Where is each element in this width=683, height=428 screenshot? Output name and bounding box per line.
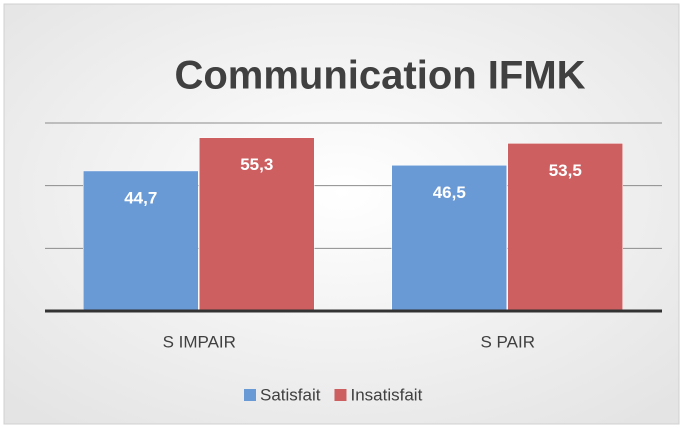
x-tick-label: S PAIR: [481, 332, 535, 351]
bar: [507, 143, 623, 312]
legend-label: Insatisfait: [350, 385, 422, 404]
legend-label: Satisfait: [260, 385, 321, 404]
x-tick-label: S IMPAIR: [163, 332, 236, 351]
legend-swatch: [334, 389, 347, 401]
data-label: 53,5: [549, 161, 582, 180]
bar: [199, 137, 315, 312]
legend-swatch: [244, 389, 256, 401]
data-label: 46,5: [433, 183, 466, 202]
data-label: 44,7: [124, 188, 157, 207]
data-label: 55,3: [240, 155, 273, 174]
chart-title: Communication IFMK: [174, 54, 585, 98]
bar: [391, 165, 507, 312]
